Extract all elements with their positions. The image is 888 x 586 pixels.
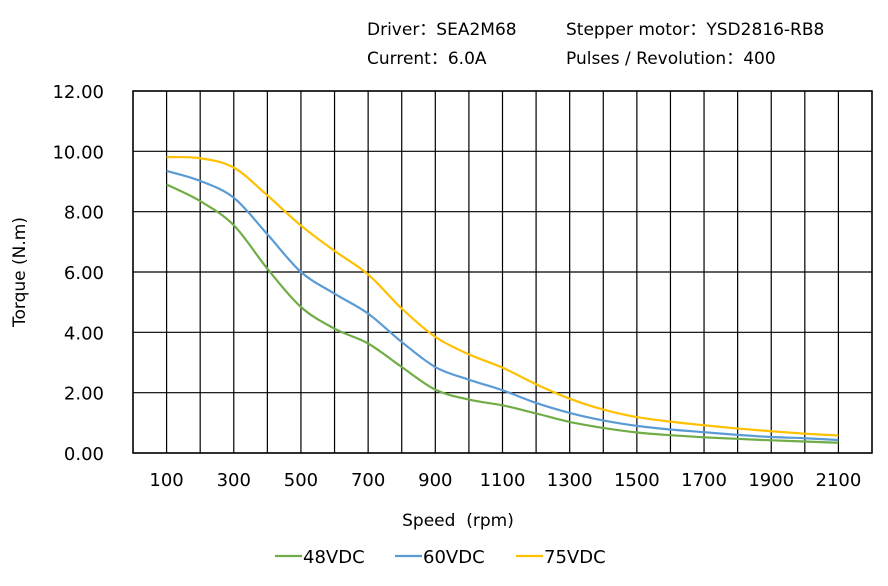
legend-label: 75VDC [544,547,606,568]
current-label: Current：6.0A [367,49,487,69]
x-tick-label: 100 [149,470,183,491]
x-tick-label: 1300 [547,470,593,491]
x-tick-label: 500 [284,470,318,491]
y-tick-label: 12.00 [52,82,104,103]
y-tick-label: 8.00 [64,203,104,224]
x-tick-label: 1500 [614,470,660,491]
series-line-60VDC [166,169,839,442]
x-axis-label: Speed (rpm) [402,511,514,531]
y-axis-label: Torque (N.m) [10,217,30,328]
legend: 48VDC 60VDC 75VDC [275,547,606,568]
x-tick-label: 700 [351,470,385,491]
y-tick-label: 4.00 [64,323,104,344]
x-tick-label: 2100 [816,470,862,491]
x-tick-label: 300 [217,470,251,491]
y-tick-label: 0.00 [64,444,104,465]
grid [132,90,873,454]
x-tick-label: 1100 [480,470,526,491]
x-tick-label: 900 [418,470,452,491]
motor-label: Stepper motor：YSD2816-RB8 [566,20,825,40]
x-tick-label: 1700 [681,470,727,491]
series-line-75VDC [166,155,839,437]
series-lines [166,155,839,444]
series-line-48VDC [166,183,839,444]
tick-labels: 0.00 2.00 4.00 6.00 8.00 10.00 12.00 100 300 500 7… [52,82,861,491]
y-tick-label: 2.00 [64,384,104,405]
y-tick-label: 6.00 [64,263,104,284]
x-tick-label: 1900 [748,470,794,491]
pulses-label: Pulses / Revolution：400 [566,49,776,69]
legend-label: 60VDC [423,547,485,568]
plot-border [132,90,873,454]
driver-label: Driver：SEA2M68 [367,20,517,40]
y-tick-label: 10.00 [52,142,104,163]
legend-label: 48VDC [303,547,365,568]
